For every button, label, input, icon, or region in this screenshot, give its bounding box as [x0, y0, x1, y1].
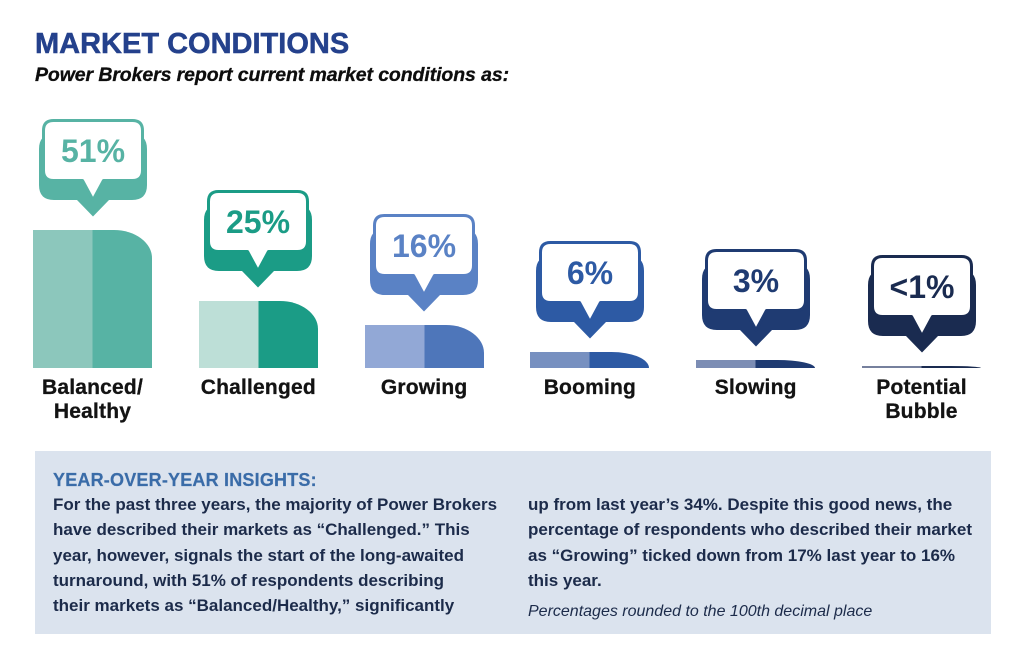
- insights-panel: YEAR-OVER-YEAR INSIGHTS: For the past th…: [35, 451, 991, 634]
- category-label: Challenged: [200, 376, 316, 399]
- value-callout-bubble: <1%: [867, 254, 976, 352]
- insights-text-column-1: For the past three years, the majority o…: [53, 495, 498, 616]
- bar-segment: [364, 324, 484, 368]
- bubble-body: [41, 119, 144, 202]
- value-label: <1%: [889, 269, 954, 305]
- value-callout-bubble: 25%: [204, 189, 313, 287]
- page-title: MARKET CONDITIONS: [35, 28, 350, 61]
- value-label: 51%: [60, 133, 124, 169]
- category-label: Slowing: [714, 376, 797, 399]
- category-label: Booming: [543, 376, 637, 399]
- bubble-body: [870, 254, 973, 337]
- insights-text-column-2: up from last year’s 34%. Despite this go…: [528, 495, 973, 590]
- category-label: Potential Bubble: [876, 376, 967, 423]
- value-callout-bubble: 3%: [701, 248, 810, 347]
- value-callout-bubble: 51%: [38, 119, 147, 217]
- page-subtitle: Power Brokers report current market cond…: [35, 64, 509, 86]
- bubble-body: [704, 248, 807, 332]
- value-label: 25%: [226, 204, 290, 240]
- bar-segment: [530, 351, 650, 368]
- bubble-body: [538, 240, 641, 324]
- value-label: 16%: [392, 228, 456, 264]
- value-label: 6%: [567, 255, 613, 291]
- bar-segment: [198, 300, 318, 368]
- value-callout-bubble: 6%: [535, 240, 644, 339]
- value-callout-bubble: 16%: [370, 213, 479, 312]
- insights-heading: YEAR-OVER-YEAR INSIGHTS:: [53, 470, 317, 490]
- category-label: Growing: [380, 376, 468, 399]
- bubble-body: [373, 213, 476, 297]
- value-label: 3%: [733, 263, 779, 299]
- bar-segment: [862, 365, 981, 368]
- category-label: Balanced/ Healthy: [41, 376, 143, 423]
- bubble-body: [207, 189, 310, 272]
- bar-segment: [696, 359, 816, 368]
- insights-footnote: Percentages rounded to the 100th decimal…: [528, 603, 873, 620]
- bar-segment: [33, 230, 152, 368]
